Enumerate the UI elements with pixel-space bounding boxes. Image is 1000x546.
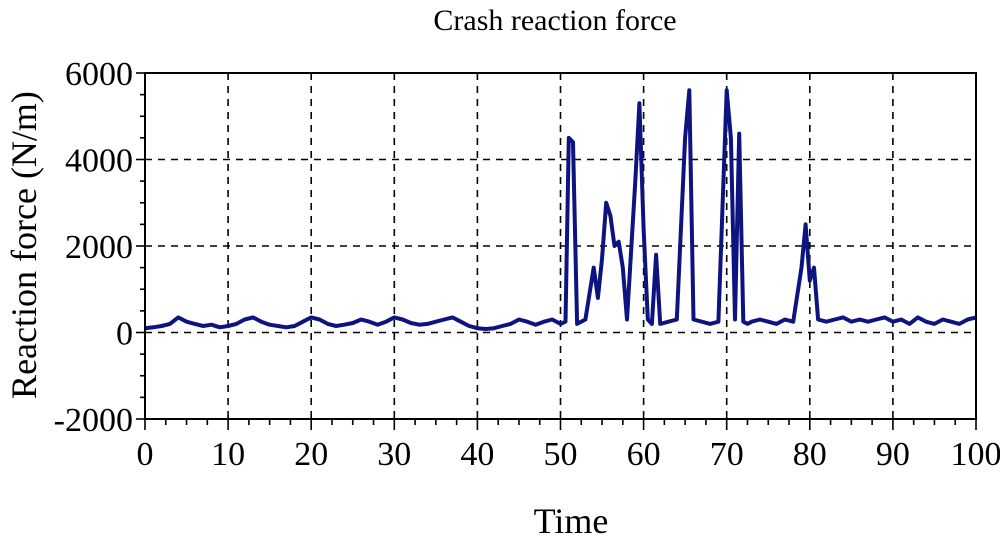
y-tick-label: 0 xyxy=(116,316,133,353)
y-tick-label: 4000 xyxy=(65,143,133,180)
x-tick-label: 0 xyxy=(137,436,154,473)
y-tick-label: 6000 xyxy=(65,56,133,93)
x-tick-label: 100 xyxy=(951,436,1000,473)
y-tick-label: -2000 xyxy=(54,402,133,439)
y-axis-title: Reaction force (N/m) xyxy=(4,91,44,399)
x-tick-label: 70 xyxy=(710,436,744,473)
grid-layer xyxy=(145,73,976,419)
x-tick-label: 90 xyxy=(876,436,910,473)
x-tick-label: 30 xyxy=(377,436,411,473)
x-axis-title: Time xyxy=(534,501,609,541)
x-tick-label: 80 xyxy=(793,436,827,473)
x-tick-label: 10 xyxy=(211,436,245,473)
x-tick-label: 20 xyxy=(294,436,328,473)
x-tick-label: 60 xyxy=(627,436,661,473)
chart-title: Crash reaction force xyxy=(433,4,676,37)
x-tick-label: 40 xyxy=(460,436,494,473)
ticks-layer xyxy=(136,73,976,430)
x-tick-label: 50 xyxy=(544,436,578,473)
y-tick-label: 2000 xyxy=(65,229,133,266)
